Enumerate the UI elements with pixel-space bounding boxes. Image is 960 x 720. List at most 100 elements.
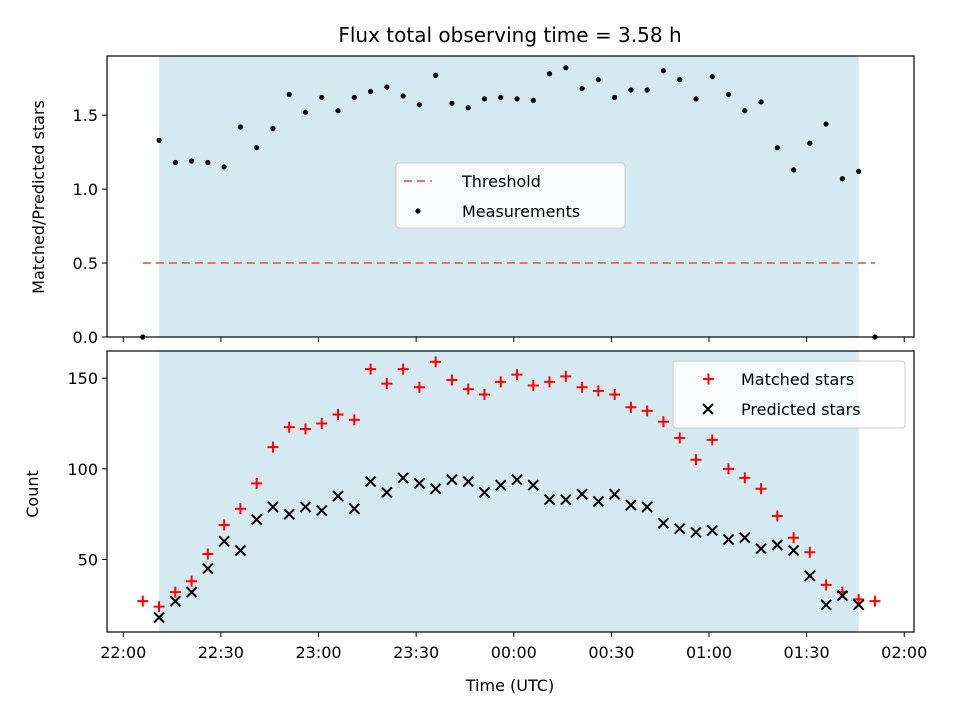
predicted-star-marker (429, 483, 442, 495)
matched-star-marker (657, 416, 669, 428)
matched-star-marker (625, 401, 637, 413)
y-tick-label: 1.5 (73, 106, 98, 125)
measurement-point (384, 84, 390, 90)
measurement-point (481, 96, 488, 102)
plot-frame (106, 350, 915, 633)
measurement-point (302, 109, 309, 115)
measurement-point (400, 93, 406, 99)
predicted-star-marker (218, 535, 230, 548)
predicted-star-marker (820, 599, 832, 611)
matched-star-marker (690, 454, 702, 466)
predicted-star-marker (299, 501, 312, 513)
predicted-star-marker (397, 472, 409, 484)
predicted-star-marker (852, 599, 865, 611)
x-tick-label: 23:00 (295, 643, 341, 662)
measurement-point (319, 94, 325, 101)
measurement-point (270, 125, 276, 132)
predicted-star-marker (787, 544, 800, 557)
predicted-star-marker (169, 595, 182, 607)
predicted-star-marker (478, 486, 491, 499)
legend-measurement-swatch (415, 208, 421, 214)
measurement-point (514, 96, 520, 102)
matched-star-marker (202, 548, 214, 560)
matched-star-marker (592, 385, 604, 397)
matched-star-marker (365, 363, 377, 375)
x-tick-label: 22:30 (198, 643, 244, 662)
measurement-point (530, 97, 536, 103)
predicted-star-marker (283, 508, 295, 520)
bottom-y-axis-label: Count (23, 470, 42, 518)
matched-star-marker (234, 503, 246, 515)
measurement-point (546, 71, 553, 77)
measurement-point (156, 137, 162, 143)
measurement-point (465, 105, 471, 111)
matched-star-marker (478, 389, 490, 401)
predicted-star-marker (332, 490, 344, 502)
x-tick-label: 01:00 (686, 643, 732, 662)
predicted-star-marker (674, 522, 686, 535)
predicted-star-marker (462, 475, 474, 488)
matched-star-marker (186, 575, 198, 587)
matched-star-marker (771, 510, 783, 522)
x-tick-label: 00:30 (588, 643, 634, 662)
predicted-star-marker (348, 503, 361, 515)
measurement-point (416, 102, 422, 108)
y-tick-label: 150 (67, 369, 98, 388)
measurement-point (286, 91, 292, 98)
predicted-star-marker (625, 499, 637, 511)
predicted-star-marker (657, 517, 670, 529)
measurement-point (335, 108, 341, 114)
predicted-star-marker (608, 488, 621, 500)
matched-star-marker (820, 579, 832, 591)
measurement-point (498, 94, 504, 101)
matched-star-marker (218, 519, 230, 531)
predicted-star-marker (739, 532, 751, 544)
measurement-point (807, 140, 813, 146)
measurement-point (660, 68, 667, 74)
matched-star-marker (609, 389, 621, 401)
matched-star-marker (430, 356, 442, 368)
predicted-star-marker (527, 479, 539, 491)
y-tick-label: 1.0 (73, 180, 98, 199)
measurement-point (449, 100, 455, 106)
x-tick-label: 23:30 (393, 643, 439, 662)
predicted-star-marker (511, 474, 523, 486)
predicted-star-marker (202, 562, 214, 575)
predicted-star-marker (592, 495, 605, 508)
predicted-star-marker (153, 611, 165, 624)
predicted-star-marker (234, 544, 247, 557)
measurement-point (839, 176, 846, 182)
measurement-point (351, 94, 357, 101)
matched-star-marker (674, 432, 686, 444)
predicted-star-marker (413, 477, 426, 490)
matched-star-marker (153, 601, 165, 613)
predicted-star-marker (576, 488, 588, 500)
measurement-point (563, 65, 569, 71)
matched-star-marker (544, 376, 556, 388)
predicted-star-marker (250, 513, 263, 526)
bottom-panel: 50 100 150 22:00 22:30 23:00 23:30 00:00 00:30 01… (67, 350, 927, 662)
x-tick-label: 00:00 (491, 643, 537, 662)
legend-label: Threshold (461, 172, 541, 191)
measurement-point (791, 167, 797, 173)
matched-star-marker (446, 374, 458, 386)
measurement-point (189, 158, 195, 164)
measurement-point (644, 87, 650, 93)
predicted-star-marker (185, 586, 198, 598)
matched-star-marker (169, 586, 181, 598)
x-tick-label: 22:00 (100, 643, 146, 662)
predicted-star-marker (706, 524, 718, 537)
matched-star-marker (576, 381, 588, 393)
legend-matched-swatch (703, 373, 714, 385)
measurement-point (856, 168, 862, 174)
matched-star-marker (348, 414, 360, 426)
predicted-star-marker (722, 533, 735, 546)
predicted-star-marker (364, 475, 377, 488)
predicted-star-marker (641, 501, 653, 513)
matched-star-marker (462, 383, 474, 395)
measurement-point (433, 72, 439, 78)
predicted-star-marker (771, 539, 784, 551)
predicted-star-marker (560, 493, 572, 506)
matched-star-marker (723, 463, 735, 475)
chart-title: Flux total observing time = 3.58 h (338, 23, 681, 47)
